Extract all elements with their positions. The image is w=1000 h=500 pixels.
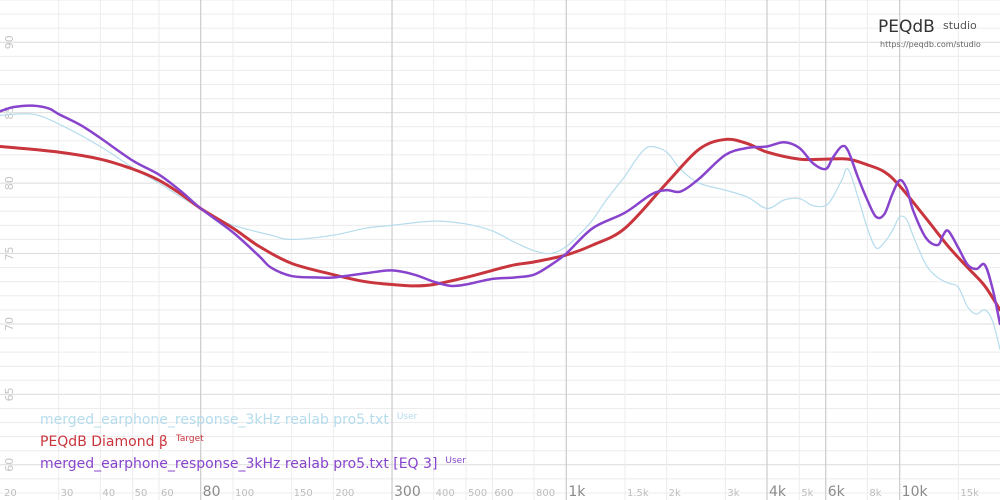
x-tick-label-edge: 20	[4, 488, 17, 499]
legend-tag-1: User	[397, 412, 418, 422]
x-tick-label: 6k	[828, 484, 846, 500]
x-tick-label: 60	[161, 488, 174, 499]
y-tick-label: 60	[3, 458, 16, 472]
x-tick-label: 10k	[902, 484, 929, 500]
legend-entry-2: PEQdB Diamond β	[40, 434, 168, 450]
y-tick-label: 70	[3, 317, 16, 331]
x-tick-label: 40	[102, 488, 115, 499]
x-tick-label: 1k	[568, 484, 586, 500]
brand-url: https://peqdb.com/studio	[880, 40, 981, 49]
y-tick-label: 80	[3, 176, 16, 190]
legend-tag-2: Target	[175, 434, 204, 444]
x-axis-ticks: 30 40 50 60 80 100 150 200 300 400 500 600 800 1k 1.5k…	[4, 484, 979, 500]
x-tick-label: 50	[135, 488, 148, 499]
x-tick-label: 300	[394, 484, 421, 500]
x-tick-label: 400	[436, 488, 455, 499]
x-tick-label: 200	[335, 488, 354, 499]
x-tick-label: 100	[235, 488, 254, 499]
x-tick-label: 30	[61, 488, 74, 499]
x-tick-label: 3k	[727, 488, 739, 499]
x-tick-label: 600	[494, 488, 513, 499]
x-tick-label: 500	[468, 488, 487, 499]
legend: merged_earphone_response_3kHz realab pro…	[40, 412, 466, 472]
x-tick-label: 150	[294, 488, 313, 499]
x-tick-label: 15k	[960, 488, 979, 499]
y-tick-label: 90	[3, 35, 16, 49]
legend-entry-1: merged_earphone_response_3kHz realab pro…	[40, 412, 389, 428]
x-tick-label: 80	[203, 484, 221, 500]
x-tick-label: 5k	[801, 488, 813, 499]
y-tick-label: 65	[3, 387, 16, 401]
x-tick-label: 1.5k	[627, 488, 649, 499]
x-tick-label: 2k	[669, 488, 681, 499]
brand-name: PEQdB	[878, 17, 935, 37]
series-layer	[0, 104, 1000, 350]
legend-entry-3: merged_earphone_response_3kHz realab pro…	[40, 456, 437, 472]
brand-suffix: studio	[943, 19, 977, 32]
series-line-3	[0, 104, 1000, 326]
x-tick-label: 8k	[869, 488, 881, 499]
legend-tag-3: User	[445, 456, 466, 466]
series-line-1	[0, 113, 1000, 350]
y-tick-label: 75	[3, 247, 16, 261]
branding: PEQdB studio https://peqdb.com/studio	[878, 17, 981, 49]
x-tick-label: 800	[536, 488, 555, 499]
grid-major	[200, 0, 901, 500]
x-tick-label: 4k	[769, 484, 787, 500]
